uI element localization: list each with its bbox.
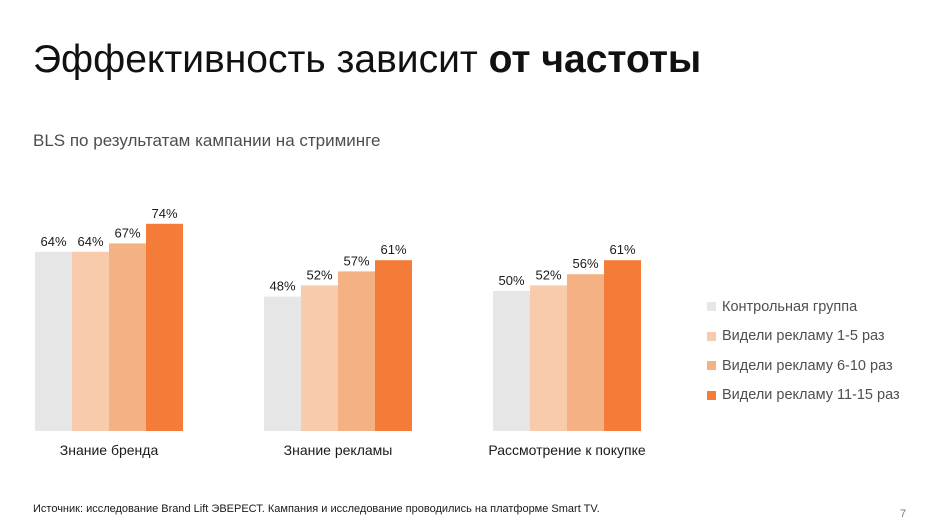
data-label-2-1: 48% [269, 279, 295, 294]
page-number: 7 [900, 508, 907, 520]
legend-label: Видели рекламу 1-5 раз [722, 328, 885, 345]
bar-2-1 [264, 296, 301, 431]
data-label-1-4: 74% [151, 206, 177, 221]
bar-2-3 [338, 271, 375, 431]
title-regular: Эффективность зависит [33, 38, 489, 81]
legend-label: Видели рекламу 11-15 раз [722, 387, 900, 404]
data-label-2-2: 52% [306, 267, 332, 282]
bar-1-3 [109, 243, 146, 431]
category-label-2: Знание рекламы [284, 442, 393, 458]
data-label-1-1: 64% [40, 234, 66, 249]
legend-swatch [707, 390, 716, 400]
chart-title: BLS по результатам кампании на стриминге [33, 131, 381, 150]
bar-2-2 [301, 285, 338, 431]
legend-item-3: Видели рекламу 6-10 раз [707, 351, 900, 381]
data-label-1-3: 67% [114, 225, 140, 240]
category-label-1: Знание бренда [60, 442, 159, 458]
legend-swatch [707, 302, 716, 312]
bar-1-2 [72, 251, 109, 431]
bar-3-1 [493, 291, 530, 431]
data-label-3-2: 52% [535, 267, 561, 282]
data-label-1-2: 64% [77, 234, 103, 249]
legend-label: Контрольная группа [722, 298, 858, 315]
bar-3-2 [530, 285, 567, 431]
bar-3-4 [604, 260, 641, 431]
legend-label: Видели рекламу 6-10 раз [722, 357, 893, 374]
data-label-2-3: 57% [343, 253, 369, 268]
category-label-3: Рассмотрение к покупке [488, 442, 646, 458]
legend-item-1: Контрольная группа [707, 292, 900, 322]
legend-swatch [707, 331, 716, 341]
data-label-3-1: 50% [498, 273, 524, 288]
data-label-2-4: 61% [380, 242, 406, 257]
bar-2-4 [375, 260, 412, 431]
page-title: Эффективность зависит от частоты [33, 38, 701, 82]
legend-item-2: Видели рекламу 1-5 раз [707, 322, 900, 352]
chart-legend: Контрольная группа Видели рекламу 1-5 раз… [707, 292, 900, 410]
bar-1-1 [35, 251, 72, 431]
source-note: Источник: исследование Brand Lift ЭВЕРЕС… [33, 503, 600, 515]
bar-3-3 [567, 274, 604, 431]
legend-swatch [707, 361, 716, 371]
data-label-3-3: 56% [572, 256, 598, 271]
data-label-3-4: 61% [609, 242, 635, 257]
legend-item-4: Видели рекламу 11-15 раз [707, 381, 900, 411]
title-bold: от частоты [488, 38, 702, 81]
bar-1-4 [146, 223, 183, 431]
